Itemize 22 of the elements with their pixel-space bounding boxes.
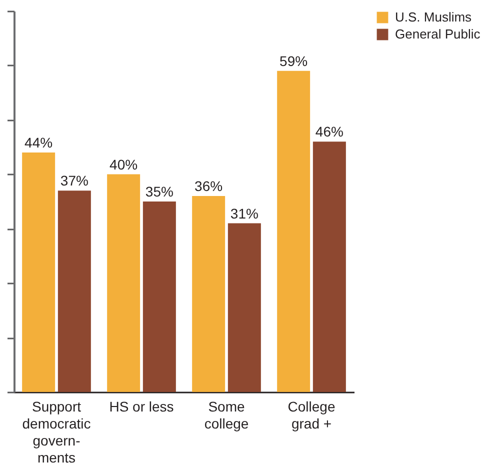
bar [312,142,346,392]
x-tick-label: Some college [204,398,249,432]
x-tick-label: College grad + [288,398,336,432]
bar [107,174,140,392]
bar [58,190,91,392]
data-label: 59% [280,52,308,69]
bar [277,70,310,392]
bar [142,202,176,392]
x-tick-label: Support democratic govern- ments [22,398,91,466]
legend-label: General Public [395,26,481,42]
data-label: 46% [315,124,344,140]
data-label: 36% [194,178,223,194]
data-label: 40% [110,156,138,172]
data-label: 37% [60,172,88,189]
bar [22,152,56,392]
bar [192,196,226,392]
legend-label: U.S. Muslims [395,10,472,24]
x-tick-label: HS or less [109,398,174,414]
data-label: 31% [230,205,258,222]
bar [228,223,261,392]
data-label: 35% [145,184,174,200]
data-label: 44% [24,134,53,151]
